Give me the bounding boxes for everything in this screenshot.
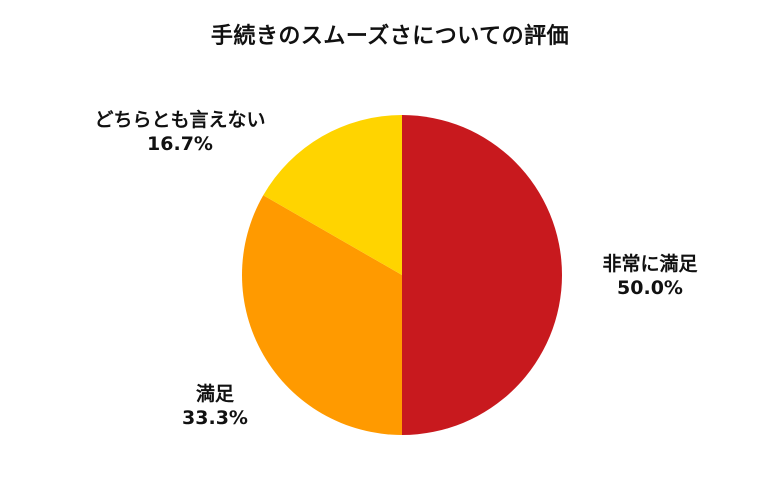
pie-slice-satisfied [242,195,402,435]
slice-name: 満足 [195,383,234,405]
pie-slice-neutral [263,115,402,275]
slice-percent: 33.3% [182,407,248,429]
slice-percent: 16.7% [147,133,213,155]
slice-percent: 50.0% [617,277,683,299]
slice-label-very-satisfied: 非常に満足 50.0% [585,252,715,300]
pie-slice-very-satisfied [402,115,562,435]
slice-label-neutral: どちらとも言えない 16.7% [60,108,300,156]
slice-name: どちらとも言えない [94,109,266,131]
slice-name: 非常に満足 [602,253,698,275]
slice-label-satisfied: 満足 33.3% [160,382,270,430]
chart-title: 手続きのスムーズさについての評価 [210,24,570,49]
